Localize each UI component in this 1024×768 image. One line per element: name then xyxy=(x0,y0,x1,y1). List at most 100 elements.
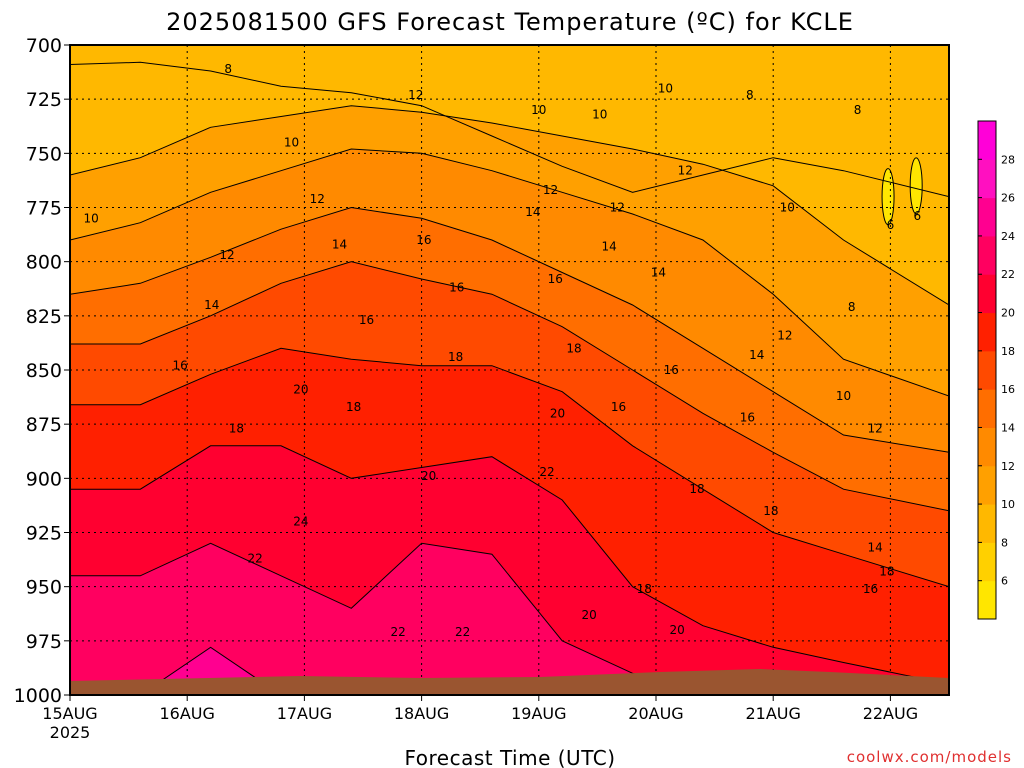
contour-label: 18 xyxy=(229,422,244,436)
colorbar-frame xyxy=(977,120,997,620)
contour-label: 12 xyxy=(777,328,792,342)
isotherm-line xyxy=(70,206,949,453)
colorbar-tick-label: 18 xyxy=(1001,345,1015,358)
colorbar-tick-label: 8 xyxy=(1001,536,1008,549)
colorbar-segment xyxy=(978,312,996,352)
y-tick-label: 825 xyxy=(26,306,62,328)
contour-label: 10 xyxy=(780,201,795,215)
contour-label: 22 xyxy=(455,625,470,639)
colorbar-segment xyxy=(978,542,996,582)
contour-label: 24 xyxy=(293,515,308,529)
x-year-label: 2025 xyxy=(50,723,91,742)
x-tick-label: 22AUG xyxy=(863,704,918,723)
colorbar-segment xyxy=(978,389,996,428)
isotherm-line xyxy=(70,646,949,695)
contour-label: 16 xyxy=(611,400,626,414)
contour-label: 22 xyxy=(248,552,263,566)
contour-label: 16 xyxy=(416,233,431,247)
colorbar-segment xyxy=(978,465,996,505)
contour-label: 18 xyxy=(637,582,652,596)
colorbar: 6 8 10 12 14 16 18 20 22 24 26 28 xyxy=(977,120,1015,620)
isotherm-line xyxy=(70,542,949,695)
ground-terrain xyxy=(70,669,949,695)
y-tick-label: 950 xyxy=(26,577,62,599)
y-tick-label: 775 xyxy=(26,198,62,220)
x-tick-label: 20AUG xyxy=(628,704,683,723)
contour-label: 16 xyxy=(863,582,878,596)
contour-label: 10 xyxy=(592,107,607,121)
watermark-link[interactable]: coolwx.com/models xyxy=(847,748,1012,766)
colorbar-segment xyxy=(978,121,996,160)
contour-label: 12 xyxy=(868,422,883,436)
colorbar-tick-label: 16 xyxy=(1001,383,1015,396)
y-tick-label: 850 xyxy=(26,360,62,382)
colorbar-segment xyxy=(978,274,996,314)
colorbar-tick-label: 14 xyxy=(1001,421,1015,434)
colorbar-segment xyxy=(978,504,996,543)
contour-label: 12 xyxy=(310,192,325,206)
contour-label: 14 xyxy=(525,205,540,219)
contour-label: 6 xyxy=(887,218,895,232)
contour-label: 10 xyxy=(836,389,851,403)
contour-label: 10 xyxy=(531,103,546,117)
colorbar-tick-label: 10 xyxy=(1001,498,1015,511)
contour-label: 16 xyxy=(740,411,755,425)
x-tick-label: 21AUG xyxy=(745,704,800,723)
x-axis: 15AUG 16AUG 17AUG 18AUG 19AUG 20AUG 21AUG 22AUG… xyxy=(42,695,918,742)
contour-label: 18 xyxy=(689,482,704,496)
contour-label: 8 xyxy=(224,62,232,76)
isotherm-line xyxy=(70,148,949,397)
contour-label: 16 xyxy=(664,363,679,377)
contour-label: 16 xyxy=(359,313,374,327)
cold-pocket xyxy=(881,168,895,226)
contour-label: 16 xyxy=(548,272,563,286)
y-tick-label: 725 xyxy=(26,89,62,111)
x-tick-label: 16AUG xyxy=(159,704,214,723)
cold-pocket xyxy=(909,157,923,215)
chart-title: 2025081500 GFS Forecast Temperature (ºC)… xyxy=(166,8,854,36)
contour-label: 16 xyxy=(173,359,188,373)
contour-label: 20 xyxy=(550,406,565,420)
contour-label: 16 xyxy=(449,281,464,295)
contour-label: 12 xyxy=(610,201,625,215)
contour-label: 22 xyxy=(391,625,406,639)
contour-label: 22 xyxy=(539,465,554,479)
contour-label: 10 xyxy=(658,81,673,95)
contour-label: 14 xyxy=(204,298,219,312)
y-tick-label: 925 xyxy=(26,523,62,545)
contour-label: 14 xyxy=(868,541,883,555)
grid-lines xyxy=(70,45,949,695)
isotherm-line xyxy=(70,105,949,306)
y-tick-label: 875 xyxy=(26,414,62,436)
y-tick-label: 1000 xyxy=(14,685,62,707)
temperature-bands xyxy=(70,62,949,695)
contour-label: 14 xyxy=(332,237,347,251)
colorbar-tick-label: 12 xyxy=(1001,460,1015,473)
colorbar-tick-label: 24 xyxy=(1001,230,1015,243)
colorbar-tick-label: 6 xyxy=(1001,575,1008,588)
contour-label: 14 xyxy=(749,348,764,362)
colorbar-tick-label: 22 xyxy=(1001,268,1015,281)
contour-label: 14 xyxy=(601,240,616,254)
isotherm-line xyxy=(70,445,949,685)
y-tick-label: 700 xyxy=(26,35,62,57)
x-axis-label: Forecast Time (UTC) xyxy=(404,746,615,768)
contour-label: 14 xyxy=(651,266,666,280)
colorbar-tick-label: 20 xyxy=(1001,307,1015,320)
contour-label: 18 xyxy=(763,504,778,518)
contour-label: 20 xyxy=(421,469,436,483)
x-tick-label: 18AUG xyxy=(394,704,449,723)
contour-label: 20 xyxy=(669,623,684,637)
colorbar-segment xyxy=(978,350,996,390)
contour-label: 10 xyxy=(284,136,299,150)
contour-label: 10 xyxy=(83,211,98,225)
contour-label: 12 xyxy=(219,248,234,262)
contour-label: 12 xyxy=(678,164,693,178)
contour-label: 8 xyxy=(854,103,862,117)
contour-label: 8 xyxy=(746,88,754,102)
temperature-band xyxy=(70,543,949,695)
colorbar-tick-label: 26 xyxy=(1001,192,1015,205)
contour-label: 18 xyxy=(566,341,581,355)
